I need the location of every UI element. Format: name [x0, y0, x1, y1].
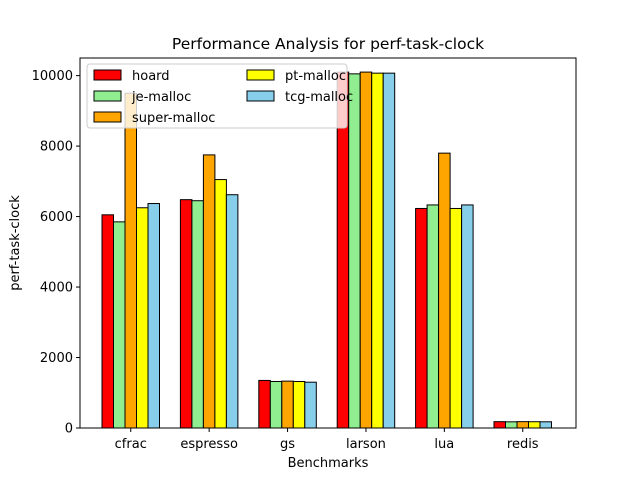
- bar-hoard-espresso: [179, 199, 193, 429]
- bar-je-malloc-espresso: [191, 200, 204, 429]
- legend-swatch-je-malloc: [93, 90, 122, 102]
- x-tick-label: redis: [507, 437, 539, 452]
- y-tick-label: 4000: [40, 281, 73, 296]
- y-axis: 0 2000 4000 6000 8000 10000: [32, 69, 80, 437]
- bar-super-malloc-larson: [359, 71, 373, 429]
- bar-je-malloc-redis: [505, 421, 518, 429]
- bar-hoard-redis: [493, 421, 506, 429]
- bar-tcg-malloc-larson: [382, 72, 396, 429]
- bar-tcg-malloc-espresso: [225, 194, 239, 429]
- bar-je-malloc-cfrac: [113, 221, 126, 429]
- x-axis-label: Benchmarks: [288, 456, 369, 471]
- legend-swatch-tcg-malloc: [246, 90, 275, 102]
- bar-pt-malloc-cfrac: [136, 207, 149, 429]
- y-axis-label: perf-task-clock: [8, 195, 23, 291]
- bar-hoard-cfrac: [101, 214, 114, 429]
- bar-super-malloc-espresso: [202, 154, 216, 429]
- legend-label-pt-malloc: pt-malloc: [285, 69, 346, 84]
- legend-box: [86, 63, 348, 129]
- bar-pt-malloc-larson: [371, 72, 384, 429]
- x-tick-label: larson: [346, 437, 386, 452]
- bar-super-malloc-cfrac: [124, 92, 137, 429]
- plot-frame: [79, 57, 577, 429]
- legend-label-tcg-malloc: tcg-malloc: [285, 90, 353, 105]
- legend-swatch-hoard: [93, 69, 122, 81]
- x-tick-label: espresso: [180, 437, 238, 452]
- bar-super-malloc-lua: [438, 152, 451, 429]
- chart-title: Performance Analysis for perf-task-clock: [172, 35, 484, 53]
- bar-super-malloc-redis: [516, 421, 529, 429]
- bar-pt-malloc-espresso: [214, 179, 227, 429]
- bar-pt-malloc-lua: [449, 207, 463, 429]
- y-tick-label: 10000: [32, 69, 73, 84]
- y-tick-label: 6000: [40, 210, 73, 225]
- x-axis: cfrac espresso gs larson lua redis: [115, 428, 539, 452]
- bar-super-malloc-gs: [281, 380, 294, 429]
- y-tick-label: 0: [65, 422, 73, 437]
- bar-hoard-lua: [415, 207, 428, 429]
- bar-hoard-gs: [258, 379, 271, 429]
- bar-tcg-malloc-gs: [304, 381, 317, 429]
- legend-swatch-super-malloc: [93, 111, 122, 123]
- x-tick-label: gs: [280, 437, 295, 452]
- legend-label-hoard: hoard: [132, 69, 170, 84]
- bar-pt-malloc-redis: [528, 421, 541, 429]
- legend-swatch-pt-malloc: [246, 69, 275, 81]
- legend: hoard je-malloc super-malloc pt-malloc tcg-m…: [86, 63, 353, 129]
- legend-label-je-malloc: je-malloc: [131, 90, 191, 105]
- bar-pt-malloc-gs: [292, 380, 306, 429]
- y-tick-label: 2000: [40, 351, 73, 366]
- y-tick-label: 8000: [40, 140, 73, 155]
- x-tick-label: lua: [434, 437, 454, 452]
- bar-je-malloc-lua: [426, 204, 440, 429]
- bar-je-malloc-larson: [348, 73, 361, 429]
- bar-tcg-malloc-cfrac: [147, 203, 160, 429]
- x-tick-label: cfrac: [115, 437, 147, 452]
- bar-tcg-malloc-lua: [461, 204, 474, 429]
- bar-je-malloc-gs: [269, 380, 283, 429]
- legend-label-super-malloc: super-malloc: [132, 111, 215, 126]
- bar-tcg-malloc-redis: [539, 421, 552, 429]
